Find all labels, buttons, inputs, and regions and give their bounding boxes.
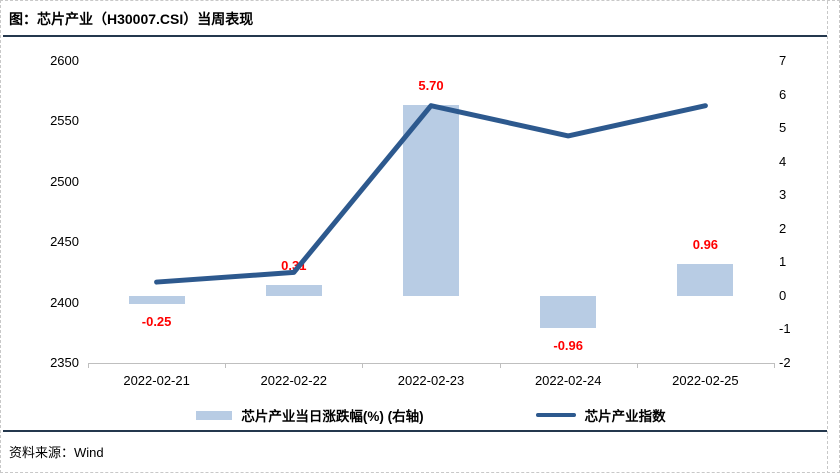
x-axis-tick-mark [500,363,501,368]
title-separator [3,35,827,37]
legend-item-line-series: 芯片产业指数 [535,405,666,425]
x-axis-label: 2022-02-22 [260,373,328,388]
y-axis-tick-label-left: 2600 [50,53,79,68]
bar-series-swatch [196,410,233,420]
source-label: 资料来源：Wind [9,445,104,460]
chart-legend: 芯片产业当日涨跌幅(%) (右轴) 芯片产业指数 [88,403,774,427]
legend-label-line-series: 芯片产业指数 [584,409,666,424]
bar-value-label: 0.96 [692,236,719,252]
x-axis-label: 2022-02-24 [534,373,602,388]
y-axis-tick-label-left: 2350 [50,355,79,370]
y-axis-tick-label-right: 1 [779,254,787,270]
y-axis-tick-label-right: 6 [779,86,787,102]
bar-value-label: -0.96 [553,338,583,354]
legend-label-bar-series: 芯片产业当日涨跌幅(%) (右轴) [241,409,424,424]
page-boundary-dashed-line [827,1,828,472]
y-axis-tick-label-right: 7 [779,53,787,68]
y-axis-tick-label-left: 2450 [50,234,79,250]
bar-value-label: -0.25 [141,314,172,330]
figure-title: 图：芯片产业（H30007.CSI）当周表现 [9,11,254,27]
x-axis-label: 2022-02-21 [123,373,190,388]
y-axis-tick-label-right: -2 [779,355,791,370]
x-axis-label: 2022-02-25 [672,373,739,388]
bar [677,263,734,296]
x-axis-tick-mark [637,363,638,368]
bar [403,104,459,296]
x-axis-tick-mark [88,363,89,368]
y-axis-tick-label-right: 3 [779,187,787,203]
x-axis-tick-mark [362,363,363,368]
bar [540,295,597,329]
y-axis-tick-label-left: 2550 [50,113,79,129]
x-axis-tick-mark [225,363,226,368]
line-series-swatch [535,413,576,417]
index-line-path [154,103,708,285]
x-axis-tick-mark [774,363,775,368]
bar [265,285,322,296]
x-axis-label: 2022-02-23 [397,373,465,388]
index-line [154,103,708,285]
y-axis-tick-label-left: 2400 [50,294,79,310]
y-axis-tick-label-right: -1 [779,321,791,337]
bar-value-label: 5.70 [418,77,444,93]
bar [128,295,185,305]
y-axis-tick-label-right: 5 [779,120,787,136]
plot-area [88,61,774,364]
y-axis-tick-label-left: 2500 [50,173,79,189]
legend-item-bar-series: 芯片产业当日涨跌幅(%) (右轴) [196,405,424,425]
y-axis-tick-label-right: 2 [779,220,787,236]
y-axis-tick-label-right: 4 [779,153,787,169]
bottom-separator [3,430,827,432]
y-axis-tick-label-right: 0 [779,287,787,303]
